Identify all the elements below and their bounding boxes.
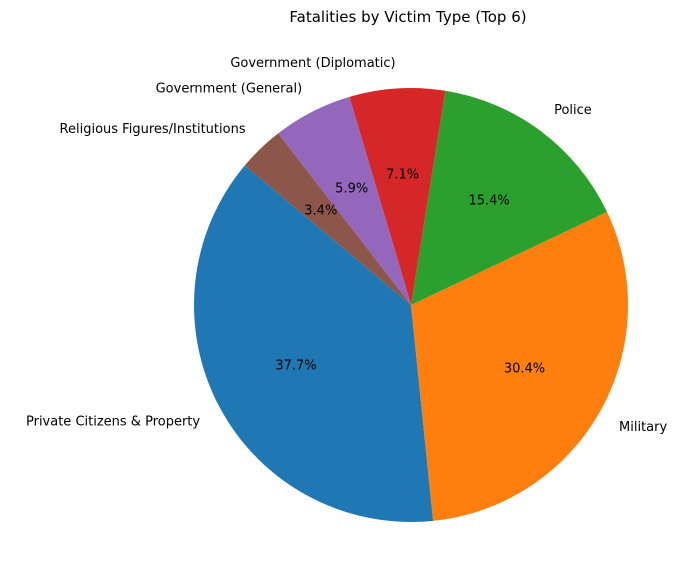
pie-slice-4 — [349, 87, 446, 306]
pie-slice-3 — [411, 90, 608, 305]
pie-slice-2 — [411, 211, 628, 521]
slice-pct-label-1: 37.7% — [275, 359, 316, 374]
pie-slices-group — [194, 87, 628, 523]
slice-category-label-4: Government (Diplomatic) — [230, 56, 395, 71]
pie-labels-group: 37.7% Private Citizens & Property 30.4% Mil… — [26, 56, 667, 435]
pie-slice-5 — [278, 96, 411, 305]
slice-pct-label-6: 3.4% — [304, 204, 337, 219]
slice-pct-label-2: 30.4% — [504, 361, 545, 376]
slice-category-label-5: Government (General) — [156, 82, 303, 97]
slice-category-label-2: Military — [619, 420, 667, 435]
slice-pct-label-4: 7.1% — [386, 168, 419, 183]
slice-category-label-3: Police — [554, 103, 592, 118]
slice-category-label-6: Religious Figures/Institutions — [60, 122, 246, 137]
slice-pct-label-5: 5.9% — [335, 182, 368, 197]
chart-title: Fatalities by Victim Type (Top 6) — [289, 8, 526, 26]
slice-category-label-1: Private Citizens & Property — [26, 415, 200, 430]
slice-pct-label-3: 15.4% — [468, 193, 509, 208]
pie-slice-6 — [244, 133, 411, 305]
pie-slice-1 — [194, 165, 434, 523]
